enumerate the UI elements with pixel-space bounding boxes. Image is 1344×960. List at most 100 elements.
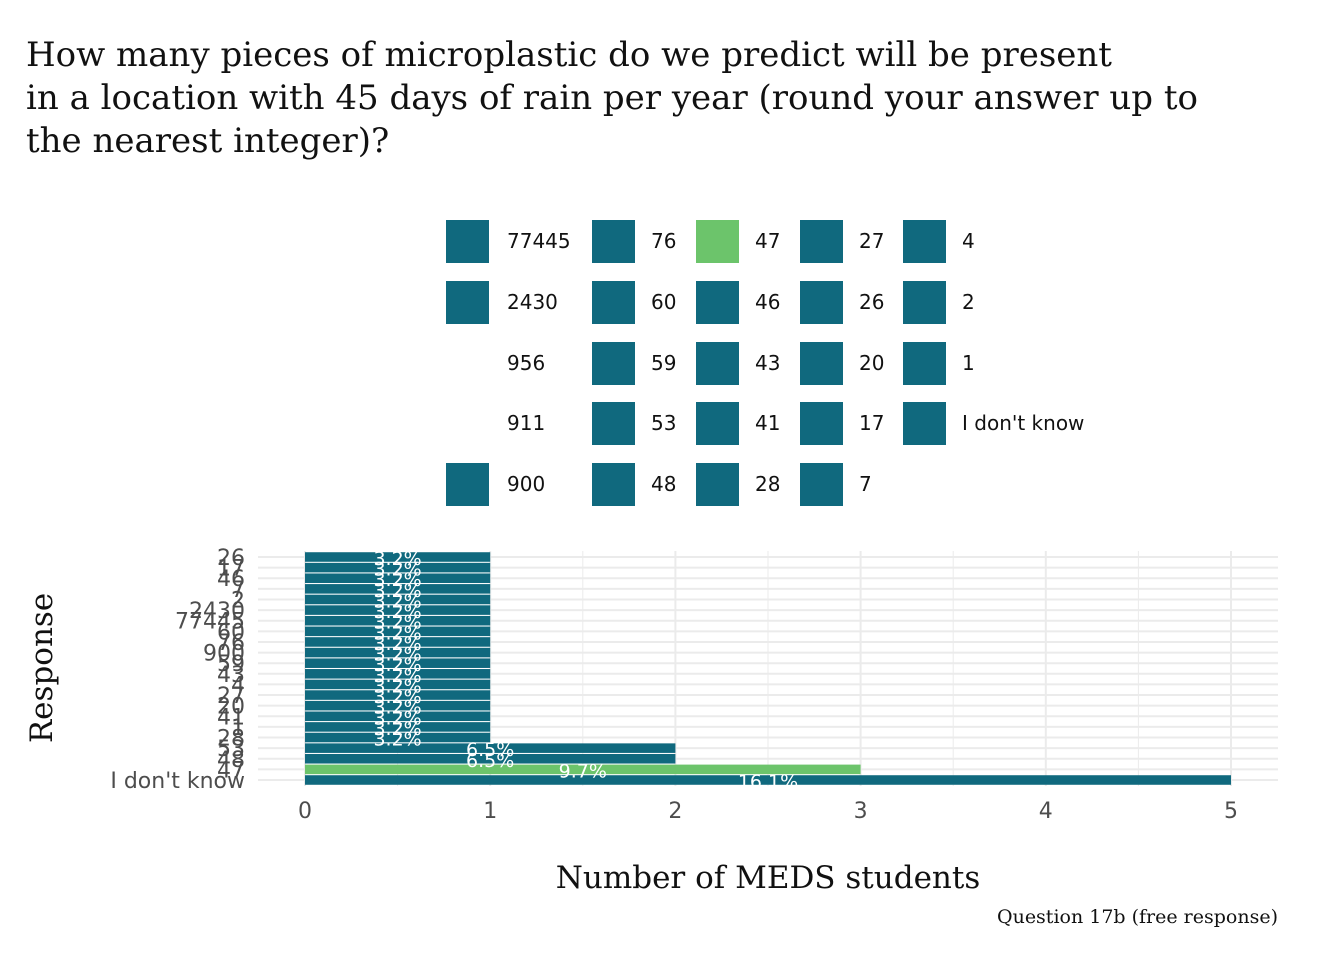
bar-value-label: 3.2%: [373, 633, 421, 655]
y-tick-label: 1: [231, 716, 245, 741]
bar-2430: [305, 605, 491, 615]
bar-77445: [305, 615, 491, 626]
bar-value-label: 3.2%: [373, 559, 421, 581]
legend-key: [800, 280, 843, 324]
bar-i-don-t-know: [305, 775, 1231, 785]
legend-label: 900: [507, 472, 546, 497]
bar-value-label: 3.2%: [373, 686, 421, 708]
y-tick-label: 60: [217, 620, 245, 645]
y-tick-label: 28: [217, 727, 245, 752]
legend-key: [903, 341, 946, 385]
legend-key: [696, 280, 739, 324]
bar-value-label: 3.2%: [373, 580, 421, 602]
legend-label: 46: [755, 289, 781, 314]
legend-key: [592, 280, 635, 324]
bar-20: [305, 700, 491, 711]
bar-value-label: 16.1%: [738, 771, 798, 793]
legend-label: 2430: [507, 289, 558, 314]
legend-label: 77445: [507, 229, 571, 253]
bar-value-label: 3.2%: [373, 665, 421, 687]
legend-label: 17: [859, 411, 885, 436]
legend-key: [800, 341, 843, 385]
legend-label: 956: [507, 350, 546, 375]
x-tick-label: 3: [854, 799, 868, 824]
legend-label: I don't know: [962, 411, 1085, 436]
bar-48: [305, 753, 676, 764]
x-axis-title: Number of MEDS students: [556, 860, 981, 896]
bar-value-label: 9.7%: [559, 760, 607, 782]
bar-59: [305, 658, 491, 668]
x-tick-label: 4: [1039, 799, 1053, 824]
legend-key: [592, 220, 635, 263]
legend-label: 41: [755, 411, 781, 436]
legend-label: 48: [651, 472, 677, 497]
y-tick-label: 4: [231, 673, 245, 698]
bar-60: [305, 626, 491, 637]
bar-value-label: 3.2%: [373, 718, 421, 740]
x-tick-label: 2: [668, 799, 682, 824]
legend-label: 53: [651, 411, 677, 436]
legend-label: 20: [859, 350, 885, 375]
bar-value-label: 3.2%: [373, 612, 421, 634]
bar-17: [305, 562, 491, 573]
bar-value-label: 3.2%: [373, 707, 421, 729]
y-tick-label: 43: [217, 663, 245, 688]
y-tick-label: 46: [217, 567, 245, 592]
y-tick-label: 48: [217, 748, 245, 773]
legend-key: [800, 402, 843, 446]
legend-key: [903, 402, 946, 446]
bar-value-label: 3.2%: [373, 729, 421, 751]
bar-value-label: 6.5%: [466, 750, 514, 772]
y-tick-label: 20: [217, 695, 245, 720]
legend-key: [903, 280, 946, 324]
bar-27: [305, 690, 491, 700]
legend-key: [696, 341, 739, 385]
y-tick-label: 17: [217, 557, 245, 582]
bar-41: [305, 711, 491, 722]
legend-key: [592, 341, 635, 385]
legend-key: [696, 402, 739, 446]
bar-value-label: 3.2%: [373, 569, 421, 591]
bar-900: [305, 647, 491, 658]
bar-7: [305, 584, 491, 594]
y-tick-label: 27: [217, 684, 245, 709]
bar-53: [305, 743, 676, 753]
legend-label: 76: [651, 229, 677, 253]
y-tick-label: 47: [217, 758, 245, 783]
bar-value-label: 6.5%: [466, 739, 514, 761]
x-tick-label: 1: [483, 799, 497, 824]
x-tick-label: 0: [298, 799, 312, 824]
y-tick-label: 59: [217, 652, 245, 677]
legend-label: 4: [962, 229, 975, 253]
bar-value-label: 3.2%: [373, 622, 421, 644]
x-tick-label: 5: [1224, 799, 1238, 824]
bar-1: [305, 722, 491, 732]
legend-label: 28: [755, 472, 781, 497]
bar-4: [305, 679, 491, 690]
y-tick-label: 76: [217, 631, 245, 656]
legend-label: 26: [859, 289, 885, 314]
y-tick-label: 26: [217, 546, 245, 571]
legend-key: [446, 220, 489, 263]
legend-key: [800, 463, 843, 507]
bar-value-label: 3.2%: [373, 697, 421, 719]
legend-key: [903, 220, 946, 263]
y-tick-label: 77445: [175, 610, 245, 635]
legend-label: 7: [859, 472, 872, 497]
legend-key: [446, 463, 489, 507]
bar-value-label: 3.2%: [373, 601, 421, 623]
y-tick-label: 53: [217, 737, 245, 762]
bar-47: [305, 764, 861, 775]
legend-label: 47: [755, 229, 781, 253]
legend-key: [592, 463, 635, 507]
legend-key: [800, 220, 843, 263]
bar-76: [305, 637, 491, 647]
bar-26: [305, 552, 491, 562]
y-tick-label: 7: [231, 578, 245, 603]
y-tick-label: 2430: [189, 599, 245, 624]
chart-title: How many pieces of microplastic do we pr…: [26, 35, 1199, 161]
legend-key: [446, 280, 489, 324]
bar-value-label: 3.2%: [373, 590, 421, 612]
bar-value-label: 3.2%: [373, 675, 421, 697]
